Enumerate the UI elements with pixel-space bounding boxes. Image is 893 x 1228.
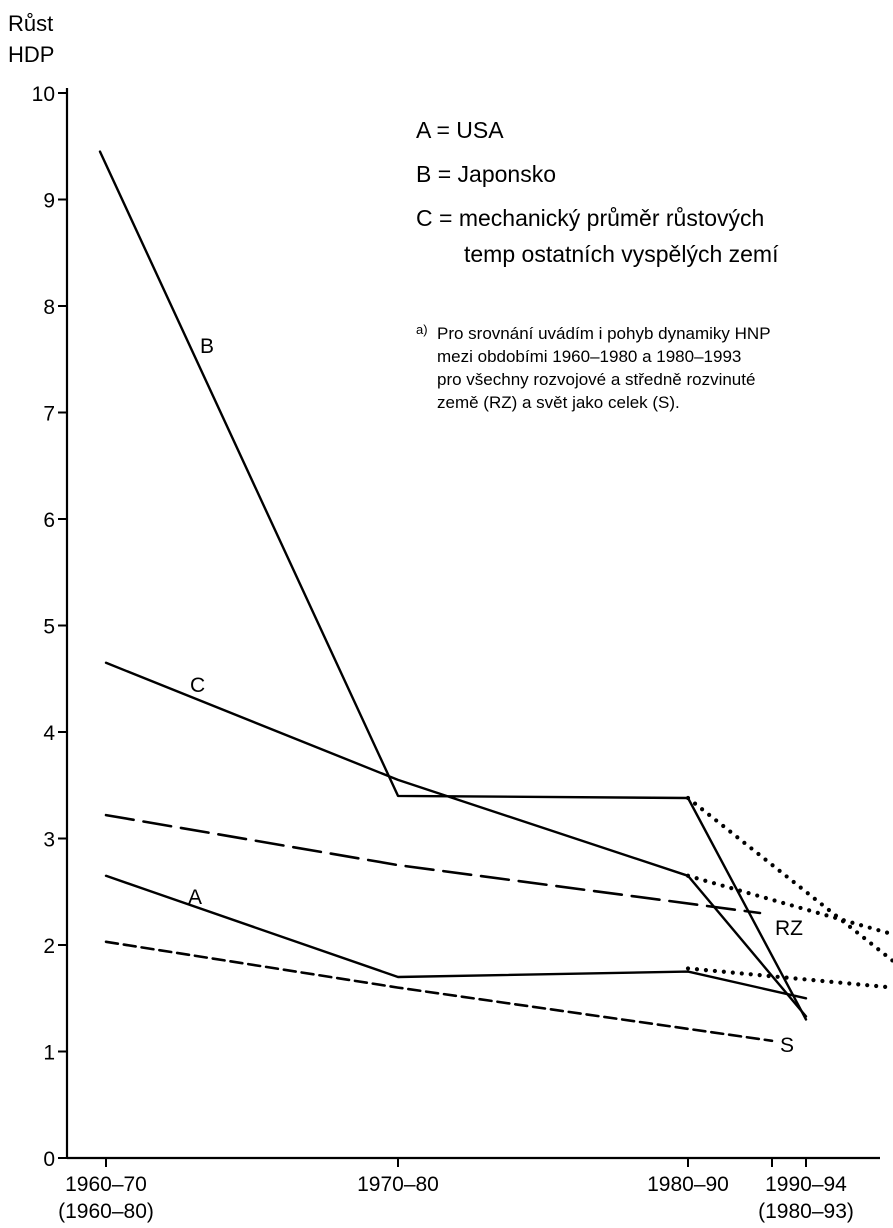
footnote-marker: a) (416, 322, 428, 337)
dotted-extension-1 (685, 795, 893, 964)
y-tick-label: 2 (43, 935, 55, 958)
y-tick-label: 9 (43, 190, 55, 213)
y-tick-label: 8 (43, 296, 55, 319)
x-tick-label: 1980–90 (647, 1173, 729, 1196)
series-label-rz: RZ (775, 917, 803, 940)
series-line-s (104, 940, 774, 1043)
footnote-line-1: Pro srovnání uvádím i pohyb dynamiky HNP (437, 324, 771, 343)
footnote-line-3: pro všechny rozvojové a středně rozvinut… (437, 370, 755, 389)
dotted-extension-3 (685, 966, 893, 990)
dotted-extension-2 (685, 873, 893, 937)
footnote: a) Pro srovnání uvádím i pohyb dynamiky … (416, 322, 771, 412)
y-tick-label: 7 (43, 403, 55, 426)
y-tick-label: 3 (43, 829, 55, 852)
x-tick-sublabel: (1960–80) (58, 1200, 154, 1223)
y-axis: 0 1 2 3 4 5 6 7 8 9 10 (32, 83, 67, 1171)
series-layer (98, 150, 808, 1043)
x-tick-label: 1990–94 (765, 1173, 847, 1196)
legend-item-c-line-2: temp ostatních vyspělých zemí (464, 241, 779, 267)
series-line-a (104, 874, 808, 1000)
x-tick-label: 1960–70 (65, 1173, 147, 1196)
dotted-extensions (685, 795, 893, 990)
series-labels: A B C RZ S (188, 335, 803, 1057)
series-line-c (104, 661, 808, 1018)
series-label-a: A (188, 886, 202, 909)
y-tick-label: 10 (32, 83, 55, 106)
y-axis-title: Růst HDP (8, 11, 54, 67)
footnote-line-4: země (RZ) a svět jako celek (S). (437, 393, 680, 412)
y-tick-label: 5 (43, 616, 55, 639)
y-axis-title-line-1: Růst (8, 11, 53, 36)
y-tick-label: 1 (43, 1042, 55, 1065)
x-axis: 1960–70 (1960–80) 1970–80 1980–90 1990–94 (19… (58, 1158, 854, 1223)
series-label-b: B (200, 335, 214, 358)
y-tick-label: 6 (43, 509, 55, 532)
legend-item-a: A = USA (416, 117, 504, 143)
legend-item-b: B = Japonsko (416, 161, 556, 187)
y-axis-title-line-2: HDP (8, 42, 54, 67)
x-tick-sublabel: (1980–93) (758, 1200, 854, 1223)
series-label-s: S (780, 1034, 794, 1057)
footnote-line-2: mezi obdobími 1960–1980 a 1980–1993 (437, 347, 741, 366)
legend: A = USA B = Japonsko C = mechanický prům… (416, 117, 779, 267)
y-tick-label: 4 (43, 722, 55, 745)
series-line-b (98, 150, 808, 1021)
series-line-rz (104, 813, 762, 915)
series-label-c: C (190, 674, 205, 697)
y-tick-label: 0 (43, 1148, 55, 1171)
legend-item-c: C = mechanický průměr růstových (416, 205, 764, 231)
x-tick-label: 1970–80 (357, 1173, 439, 1196)
